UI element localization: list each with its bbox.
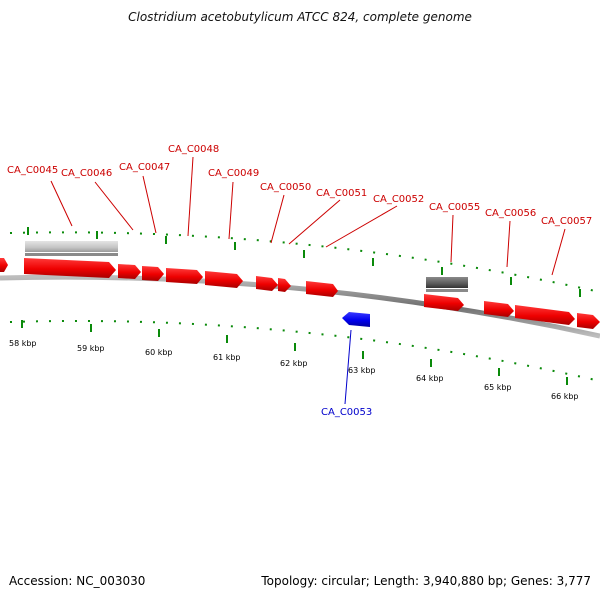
gene-label-CA_C0051[interactable]: CA_C0051 [316, 188, 367, 199]
gene-label-CA_C0057[interactable]: CA_C0057 [541, 216, 592, 227]
gene-arrow-forward[interactable] [24, 258, 116, 278]
gene-label-CA_C0045[interactable]: CA_C0045 [7, 165, 58, 176]
scale-label-65: 65 kbp [484, 383, 512, 392]
gene-arrow-forward[interactable] [278, 278, 291, 292]
gene-arrow-forward[interactable] [424, 294, 464, 311]
lower-tick-track [9, 319, 600, 385]
scale-label-64: 64 kbp [416, 374, 444, 383]
gene-label-CA_C0049[interactable]: CA_C0049 [208, 168, 259, 179]
scale-label-63: 63 kbp [348, 366, 376, 375]
gene-label-CA_C0048[interactable]: CA_C0048 [168, 144, 219, 155]
dark-feature[interactable] [426, 277, 468, 292]
gene-label-CA_C0047[interactable]: CA_C0047 [119, 162, 170, 173]
genome-backbone [0, 274, 600, 339]
gene-arrow-forward[interactable] [142, 266, 164, 281]
gene-label-CA_C0056[interactable]: CA_C0056 [485, 208, 536, 219]
forward-genes [0, 258, 600, 329]
gene-label-CA_C0046[interactable]: CA_C0046 [61, 168, 112, 179]
accession-text: Accession: NC_003030 [9, 574, 146, 588]
scale-label-60: 60 kbp [145, 348, 173, 357]
scale-label-59: 59 kbp [77, 344, 105, 353]
map-title: Clostridium acetobutylicum ATCC 824, com… [128, 10, 472, 24]
gene-label-CA_C0055[interactable]: CA_C0055 [429, 202, 480, 213]
forward-gene-labels: CA_C0045 CA_C0046 CA_C0047 CA_C0048 CA_C… [7, 144, 592, 227]
gene-arrow-forward[interactable] [306, 281, 338, 297]
scale-label-61: 61 kbp [213, 353, 241, 362]
scale-label-58: 58 kbp [9, 339, 37, 348]
gene-arrow-forward[interactable] [484, 301, 514, 317]
gene-arrow-reverse[interactable] [342, 312, 370, 327]
reverse-label-leader [344, 329, 352, 405]
scale-label-62: 62 kbp [280, 359, 308, 368]
gene-arrow-forward[interactable] [205, 271, 243, 288]
topology-text: Topology: circular; Length: 3,940,880 bp… [261, 574, 591, 588]
gene-arrow-forward[interactable] [577, 313, 600, 329]
gene-label-CA_C0050[interactable]: CA_C0050 [260, 182, 311, 193]
scale-labels: 58 kbp 59 kbp 60 kbp 61 kbp 62 kbp 63 kb… [9, 339, 579, 401]
scale-label-66: 66 kbp [551, 392, 579, 401]
gene-arrow-forward[interactable] [0, 258, 8, 272]
gene-label-CA_C0052[interactable]: CA_C0052 [373, 194, 424, 205]
gene-arrow-forward[interactable] [515, 305, 575, 325]
upper-tick-track [9, 227, 600, 297]
gene-arrow-forward[interactable] [166, 268, 203, 284]
gene-label-CA_C0053[interactable]: CA_C0053 [321, 407, 372, 418]
forward-label-leaders [50, 156, 566, 276]
light-feature[interactable] [25, 241, 118, 256]
gene-arrow-forward[interactable] [256, 276, 278, 291]
gene-arrow-forward[interactable] [118, 264, 141, 279]
